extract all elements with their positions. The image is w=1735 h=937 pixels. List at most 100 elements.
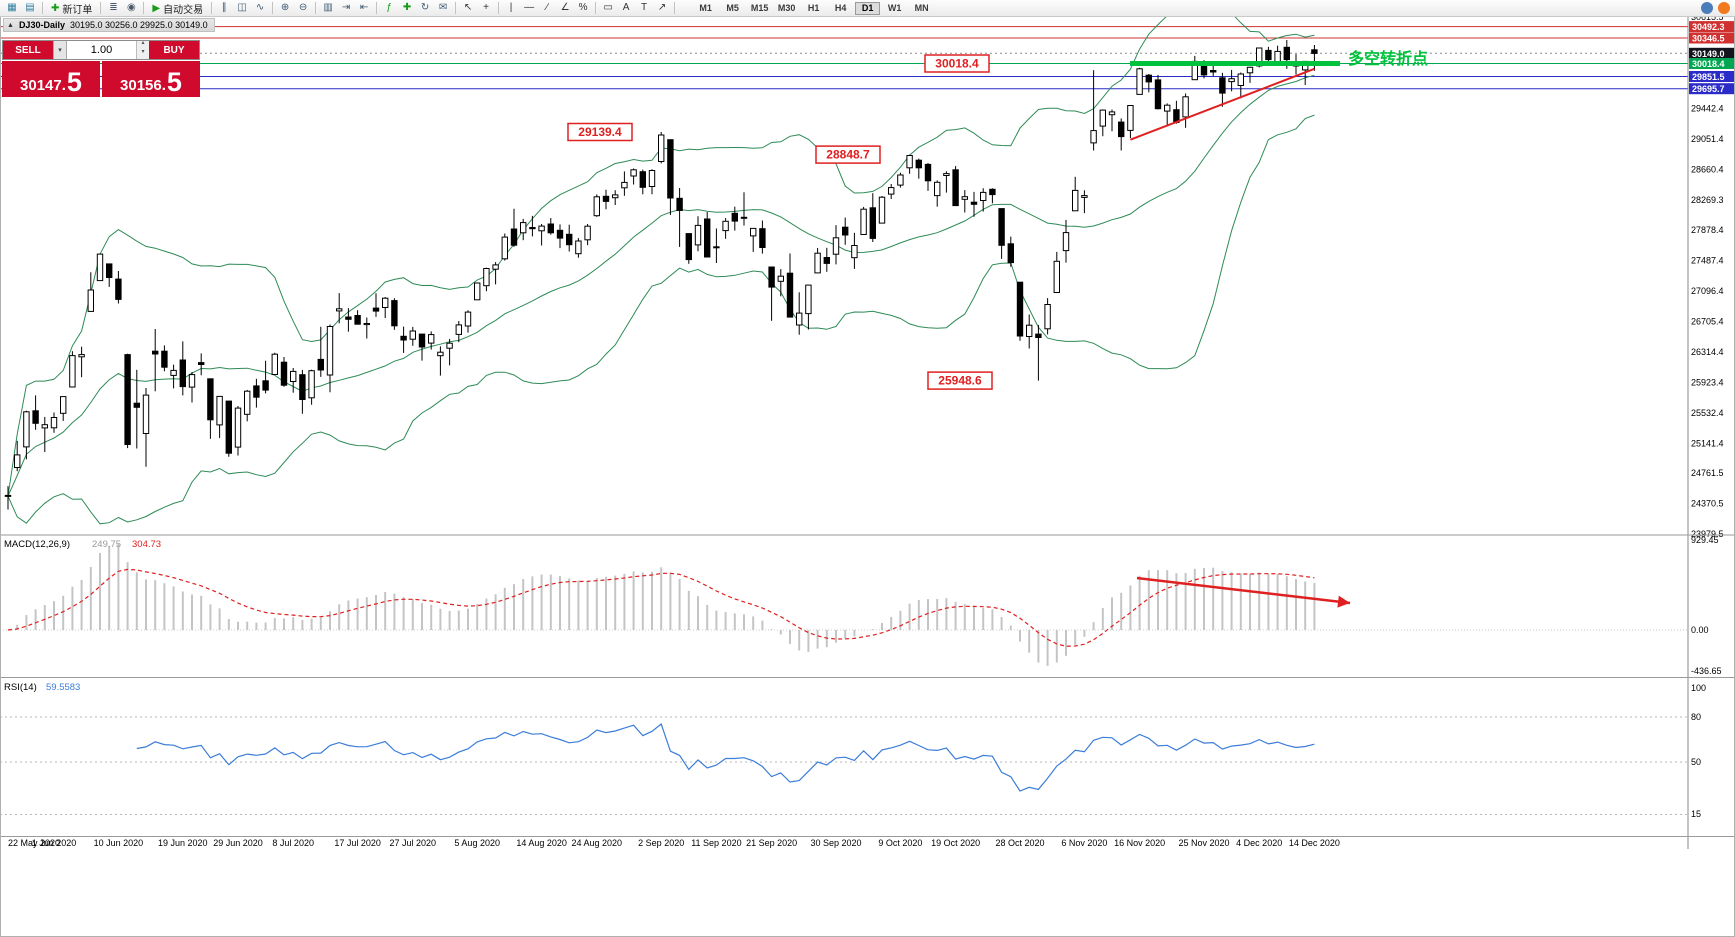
sell-button-label: SELL bbox=[15, 44, 41, 56]
macd-scale-label: 0.00 bbox=[1691, 625, 1709, 635]
date-label: 29 Jun 2020 bbox=[213, 838, 263, 848]
new-order-button[interactable]: ✚ 新订单 bbox=[47, 1, 96, 16]
buy-button[interactable]: BUY bbox=[149, 41, 199, 59]
timeframe-button-mn[interactable]: MN bbox=[914, 2, 929, 13]
periods-button[interactable]: ↻ bbox=[417, 1, 433, 15]
indicators-button[interactable]: ƒ bbox=[381, 1, 397, 15]
candle-body bbox=[704, 218, 711, 258]
date-label: 1 Jun 2020 bbox=[32, 838, 77, 848]
candle-body bbox=[483, 268, 490, 287]
new-chart-button[interactable]: ▦ bbox=[4, 1, 20, 15]
line-chart-button[interactable]: ∿ bbox=[252, 1, 268, 15]
volume-decrease-button[interactable]: ▾ bbox=[137, 49, 149, 59]
horizontal-line-button[interactable]: — bbox=[521, 1, 537, 15]
data-window-button[interactable]: ◉ bbox=[123, 1, 139, 15]
candle-body bbox=[372, 307, 380, 312]
zoom-in-button[interactable]: ⊕ bbox=[277, 1, 293, 15]
candle-body bbox=[1219, 77, 1226, 94]
fibonacci-button[interactable]: % bbox=[575, 1, 591, 15]
timeframe-button-m1[interactable]: M1 bbox=[699, 2, 712, 13]
price-flag-box[interactable] bbox=[815, 145, 881, 164]
toolbar-separator bbox=[42, 2, 43, 14]
trendline-button[interactable]: ∕ bbox=[539, 1, 555, 15]
bar-chart-button[interactable]: ∥ bbox=[216, 1, 232, 15]
volume-increase-button[interactable]: ▴ bbox=[137, 40, 149, 50]
autotrade-button[interactable]: ▶ 自动交易 bbox=[148, 1, 207, 16]
sell-button[interactable]: SELL bbox=[3, 41, 53, 59]
sell-price-button[interactable]: 30147. 5 bbox=[2, 61, 100, 97]
candle-body bbox=[529, 227, 536, 230]
candle-body bbox=[796, 312, 803, 326]
candle-body bbox=[1182, 96, 1189, 118]
timeframe-button-w1[interactable]: W1 bbox=[887, 2, 902, 13]
chart-shift-button[interactable]: ⇤ bbox=[356, 1, 372, 15]
text-button[interactable]: A bbox=[618, 1, 634, 15]
volume-input[interactable] bbox=[67, 41, 136, 59]
candle-body bbox=[814, 252, 821, 274]
buy-price-button[interactable]: 30156. 5 bbox=[102, 61, 200, 97]
chart-profiles-button[interactable]: ▤ bbox=[22, 1, 38, 15]
toolbar-separator bbox=[595, 2, 597, 14]
date-label: 24 Aug 2020 bbox=[572, 838, 623, 848]
market-depth-icon: ≣ bbox=[109, 2, 118, 13]
candle-body bbox=[78, 354, 85, 358]
timeframe-button-h4[interactable]: H4 bbox=[834, 2, 847, 13]
templates-button[interactable]: ✉ bbox=[435, 1, 451, 15]
price-flag-box[interactable] bbox=[924, 54, 990, 73]
collapse-icon[interactable]: ▲ bbox=[7, 21, 14, 29]
shapes-button[interactable]: ▭ bbox=[600, 1, 616, 15]
chart-profiles-icon: ▤ bbox=[25, 2, 35, 13]
timeframe-button-m30[interactable]: M30 bbox=[777, 2, 796, 13]
candle-body bbox=[924, 163, 932, 182]
equidistant-channel-button[interactable]: ∠ bbox=[557, 1, 573, 15]
tile-windows-button[interactable]: ▥ bbox=[320, 1, 336, 15]
cursor-button[interactable]: ↖ bbox=[460, 1, 476, 15]
macd-scale-label: 929.45 bbox=[1691, 535, 1719, 545]
vertical-line-button[interactable]: | bbox=[503, 1, 519, 15]
periods-icon: ↻ bbox=[420, 2, 430, 13]
text-label-button[interactable]: T bbox=[636, 1, 652, 15]
new-order-icon: ✚ bbox=[51, 2, 60, 14]
price-flag-box[interactable] bbox=[567, 122, 633, 142]
candle-body bbox=[41, 424, 48, 429]
candle-body bbox=[750, 227, 757, 237]
alert-badge-icon[interactable] bbox=[1718, 2, 1730, 14]
toolbar-separator bbox=[498, 2, 500, 14]
equidistant-channel-icon: ∠ bbox=[560, 2, 570, 13]
timeframe-button-d1[interactable]: D1 bbox=[855, 1, 881, 15]
help-icon[interactable] bbox=[1701, 2, 1713, 14]
macd-trend-arrow[interactable] bbox=[1136, 576, 1351, 605]
new-order-button-label: 新订单 bbox=[62, 4, 93, 16]
chart-shift-icon: ⇤ bbox=[359, 2, 369, 13]
arrow-object-button[interactable]: ↗ bbox=[654, 1, 670, 15]
date-label: 11 Sep 2020 bbox=[691, 838, 741, 848]
date-label: 10 Jun 2020 bbox=[94, 838, 144, 848]
timeframe-button-m5[interactable]: M5 bbox=[726, 2, 739, 13]
candle-body bbox=[336, 308, 343, 312]
candle-body bbox=[152, 350, 159, 355]
candlestick-chart-button[interactable]: ◫ bbox=[234, 1, 250, 15]
order-type-dropdown[interactable]: ▾ bbox=[53, 41, 67, 59]
auto-scroll-button[interactable]: ⇥ bbox=[338, 1, 354, 15]
candle-body bbox=[437, 351, 444, 357]
candle-body bbox=[501, 236, 509, 260]
crosshair-button[interactable]: + bbox=[478, 1, 494, 15]
market-depth-button[interactable]: ≣ bbox=[105, 1, 121, 15]
candle-body bbox=[317, 358, 325, 371]
timeframe-button-h1[interactable]: H1 bbox=[807, 2, 820, 13]
data-window-icon: ◉ bbox=[127, 2, 136, 13]
rsi-line bbox=[136, 722, 1315, 792]
timeframe-button-m15[interactable]: M15 bbox=[750, 2, 769, 13]
candle-body bbox=[96, 253, 104, 282]
candle-body bbox=[556, 229, 564, 239]
trend-line[interactable] bbox=[1130, 67, 1315, 141]
macd-main-value: 249.75 bbox=[92, 539, 121, 550]
autotrade-icon: ▶ bbox=[152, 2, 161, 14]
candle-body bbox=[124, 354, 131, 446]
candle-body bbox=[621, 181, 628, 189]
add-indicator-button[interactable]: ✚ bbox=[399, 1, 415, 15]
zoom-out-button[interactable]: ⊖ bbox=[295, 1, 311, 15]
price-flag-box[interactable] bbox=[927, 371, 993, 390]
price-axis-label: 25923.4 bbox=[1691, 378, 1724, 388]
